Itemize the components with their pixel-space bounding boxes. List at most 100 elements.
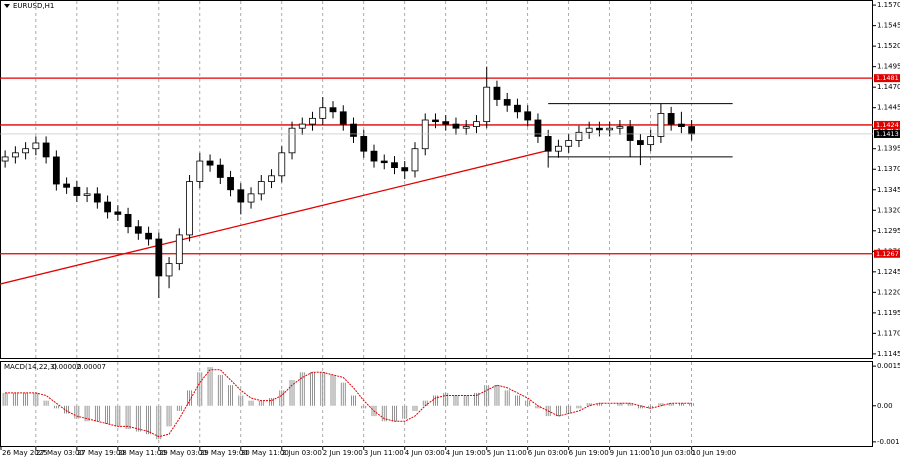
candle-body [32, 142, 40, 150]
y-tick-label: 1.1470 [877, 83, 900, 91]
level-tag [874, 120, 900, 129]
candle-body [42, 142, 50, 158]
y-tick-label: 1.1445 [877, 104, 900, 112]
y-tick-label: 1.1220 [877, 288, 900, 296]
candle-body [155, 238, 163, 277]
x-tick-label: 2 Jun 03:00 [282, 449, 322, 457]
candle-body [52, 156, 60, 185]
x-tick-label: 4 Jun 19:00 [446, 449, 486, 457]
x-tick-label: 29 May 03:00 [159, 449, 207, 457]
candle-body [596, 127, 603, 131]
candle-body [514, 104, 521, 113]
y-tick-label: 1.1245 [877, 268, 900, 276]
candle-body [247, 193, 255, 203]
y-tick-label: 1.1545 [877, 22, 900, 30]
candle-body [196, 160, 204, 182]
x-tick-label: 10 Jun 19:00 [692, 449, 736, 457]
current-price-tag [874, 129, 900, 138]
candle-body [22, 148, 30, 154]
candle-body [227, 177, 234, 191]
y-tick-label: 1.1520 [877, 42, 900, 50]
candle-body [524, 111, 532, 121]
x-tick-label: 30 May 11:00 [241, 449, 289, 457]
y-tick-label: 1.1170 [877, 329, 900, 337]
candle-body [473, 121, 480, 127]
candle-body [585, 127, 593, 133]
level-tag [874, 249, 900, 258]
x-tick-label: 6 Jun 19:00 [569, 449, 609, 457]
candle-body [145, 232, 152, 240]
macd-signal-value: 0.00007 [77, 363, 106, 371]
y-tick-label: 1.1295 [877, 227, 900, 235]
candle-body [124, 213, 132, 228]
level-label: 1.1481 [876, 74, 899, 82]
x-tick-label: 27 May 03:00 [36, 449, 84, 457]
x-tick-label: 27 May 19:00 [77, 449, 125, 457]
candle-body [688, 126, 696, 135]
candle-body [206, 160, 214, 166]
candle-body [565, 140, 573, 147]
level-tag [874, 74, 900, 83]
y-tick-label: 0.00154 [877, 362, 900, 370]
candle-body [452, 123, 460, 129]
candle-body [165, 263, 173, 277]
candle-body [647, 136, 655, 146]
main-panel [0, 0, 873, 359]
candle-body [483, 86, 491, 123]
macd-signal-line [5, 369, 692, 438]
x-tick-label: 29 May 19:00 [200, 449, 248, 457]
level-label: 1.1424 [876, 121, 899, 129]
candle-body [360, 136, 368, 152]
y-tick-label: 1.1570 [877, 1, 900, 9]
candle-body [411, 148, 419, 172]
candle-body [329, 107, 337, 113]
x-tick-label: 2 Jun 19:00 [323, 449, 363, 457]
candle-body [401, 167, 409, 172]
candle-body [503, 99, 511, 106]
level-label: 1.1267 [876, 250, 899, 258]
candle-body [555, 145, 562, 152]
x-tick-label: 26 May 2025 [2, 449, 48, 457]
candle-body [421, 119, 429, 150]
x-tick-label: 6 Jun 03:00 [528, 449, 568, 457]
current-price-label: 1.1413 [876, 130, 899, 138]
x-tick-label: 9 Jun 11:00 [610, 449, 650, 457]
x-tick-label: 5 Jun 11:00 [487, 449, 527, 457]
macd-label: MACD(14,22,3) [4, 363, 57, 371]
x-tick-label: 4 Jun 03:00 [405, 449, 445, 457]
candle-body [73, 186, 81, 196]
candle-body [350, 123, 357, 137]
x-tick-label: 3 Jun 11:00 [364, 449, 404, 457]
candle-body [534, 119, 542, 137]
symbol-menu-icon[interactable] [4, 4, 10, 8]
candle-body [339, 111, 347, 125]
y-tick-label: 1.1195 [877, 309, 900, 317]
x-tick-label: 28 May 11:00 [118, 449, 166, 457]
candle-body [216, 164, 224, 178]
candle-body [575, 131, 583, 141]
y-tick-label: -0.0014 [877, 438, 900, 446]
candle-body [319, 107, 327, 119]
y-tick-label: 1.1145 [877, 350, 900, 358]
candle-body [175, 234, 183, 265]
candle-body [442, 121, 450, 125]
candle-body [657, 113, 665, 137]
y-tick-label: 1.1345 [877, 186, 900, 194]
candle-body [493, 86, 501, 100]
candle-body [278, 152, 286, 177]
candle-body [11, 152, 19, 158]
symbol-label: EURUSD,H1 [13, 2, 54, 10]
candle-body [1, 156, 9, 162]
candle-body [114, 211, 122, 215]
candle-body [288, 127, 296, 154]
candle-body [257, 181, 265, 195]
y-tick-label: 0.00 [877, 402, 893, 410]
candle-body [462, 126, 470, 129]
candle-body [544, 136, 552, 152]
candle-body [298, 123, 306, 129]
y-tick-label: 1.1495 [877, 63, 900, 71]
candle-body [93, 193, 101, 203]
trendline [0, 149, 549, 285]
y-tick-label: 1.1370 [877, 165, 900, 173]
